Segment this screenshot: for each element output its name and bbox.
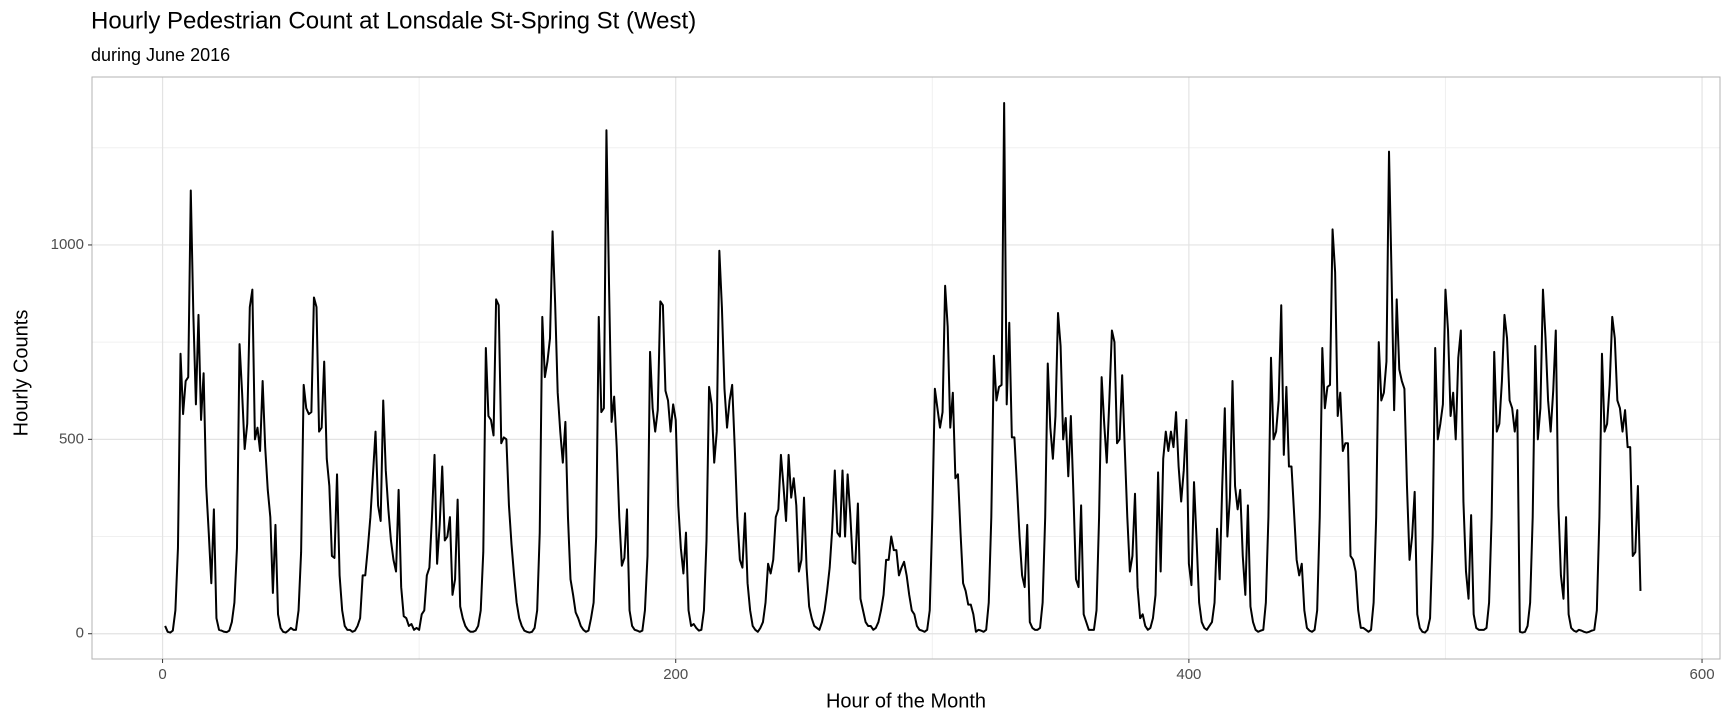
- y-tick-label: 0: [76, 625, 84, 642]
- x-tick-label: 200: [663, 666, 688, 683]
- plot-area: [164, 102, 1642, 634]
- grid: [92, 77, 1720, 659]
- y-axis-title: Hourly Counts: [10, 310, 32, 437]
- x-axis-title: Hour of the Month: [826, 690, 986, 712]
- panel-border: [91, 76, 1721, 660]
- y-tick-label: 1000: [51, 236, 84, 253]
- chart-subtitle: during June 2016: [91, 45, 230, 65]
- y-tick-label: 500: [59, 430, 84, 447]
- x-tick-label: 0: [158, 666, 166, 683]
- x-tick-label: 600: [1690, 666, 1715, 683]
- chart-title: Hourly Pedestrian Count at Lonsdale St-S…: [91, 7, 696, 34]
- data-line: [164, 102, 1642, 634]
- x-tick-label: 400: [1176, 666, 1201, 683]
